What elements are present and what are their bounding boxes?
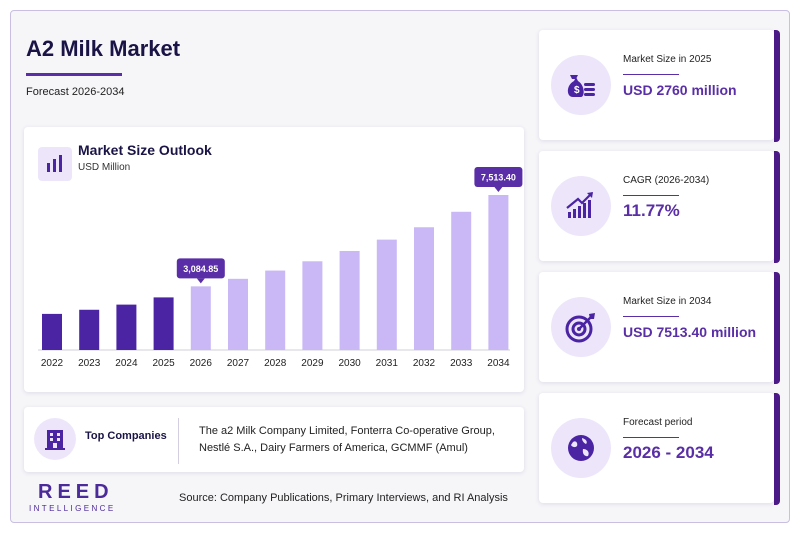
x-tick-label: 2025 (152, 358, 175, 369)
x-tick-label: 2023 (78, 358, 101, 369)
page-subtitle: Forecast 2026-2034 (26, 86, 125, 98)
svg-text:$: $ (574, 85, 580, 96)
globe-icon (551, 418, 611, 478)
bar-chart: 2022 2023 2024 2025 2026 2027 2028 2029 2030 2031… (38, 167, 523, 369)
x-tick-label: 2033 (450, 358, 473, 369)
kpi-value: USD 2760 million (623, 82, 737, 98)
top-companies-label: Top Companies (85, 430, 167, 442)
growth-chart-icon (551, 176, 611, 236)
bar-2028 (265, 270, 286, 350)
x-tick-label: 2031 (376, 358, 399, 369)
kpi-underline (623, 437, 679, 438)
kpi-underline (623, 316, 679, 317)
bar-2023 (79, 309, 100, 350)
x-tick-label: 2030 (338, 358, 361, 369)
bar-2027 (228, 278, 248, 350)
page-title: A2 Milk Market (26, 36, 181, 61)
kpi-label: Market Size in 2025 (623, 54, 712, 65)
top-companies-list: The a2 Milk Company Limited, Fonterra Co… (199, 425, 495, 454)
kpi-card-cagr: CAGR (2026-2034) 11.77% (539, 151, 780, 263)
bar-2032 (414, 227, 434, 350)
kpi-value: 11.77% (623, 201, 680, 220)
chart-panel: Market Size Outlook USD Million 2022 2023… (24, 127, 524, 392)
target-icon (551, 297, 611, 357)
bar-2033 (451, 211, 472, 350)
x-tick-label: 2022 (41, 358, 64, 369)
source-note: Source: Company Publications, Primary In… (179, 492, 508, 504)
bar-2022 (42, 313, 62, 350)
bar-2026 (190, 286, 211, 350)
bar-2034 (488, 195, 509, 350)
kpi-label: Market Size in 2034 (623, 296, 712, 307)
chart-title: Market Size Outlook (78, 142, 212, 158)
bar-2025 (153, 297, 174, 350)
kpi-card-market-2025: $ Market Size in 2025 USD 2760 million (539, 30, 780, 142)
bar-2029 (302, 261, 323, 350)
chart-unit: USD Million (78, 162, 131, 173)
x-tick-label: 2029 (301, 358, 324, 369)
kpi-card-forecast-period: Forecast period 2026 - 2034 (539, 393, 780, 505)
x-tick-label: 2032 (413, 358, 436, 369)
x-tick-label: 2026 (190, 358, 213, 369)
bar-2024 (116, 304, 137, 350)
kpi-label: CAGR (2026-2034) (623, 175, 710, 186)
data-label: 7,513.40 (481, 173, 516, 183)
x-tick-label: 2028 (264, 358, 287, 369)
x-tick-label: 2024 (115, 358, 138, 369)
kpi-card-market-2034: Market Size in 2034 USD 7513.40 million (539, 272, 780, 384)
brand-logo-sub: INTELLIGENCE (29, 504, 116, 513)
kpi-underline (623, 74, 679, 75)
kpi-value: USD 7513.40 million (623, 324, 757, 340)
bar-chart-icon (38, 147, 72, 181)
bar-2031 (376, 239, 397, 350)
value-callout-pointer (196, 278, 205, 284)
value-callout-pointer (494, 187, 503, 192)
building-icon (34, 418, 76, 460)
title-underline (26, 73, 122, 76)
kpi-underline (623, 195, 679, 196)
x-tick-label: 2027 (227, 358, 250, 369)
top-companies-panel: Top Companies The a2 Milk Company Limite… (24, 407, 524, 472)
value-callout-box (474, 167, 523, 187)
data-label: 3,084.85 (183, 264, 218, 274)
kpi-value: 2026 - 2034 (623, 443, 714, 462)
divider (178, 418, 179, 464)
brand-logo: REED (38, 481, 114, 503)
money-bag-icon: $ (551, 55, 611, 115)
value-callout-box (176, 258, 225, 279)
bar-2030 (339, 250, 360, 350)
x-tick-label: 2034 (487, 358, 510, 369)
kpi-label: Forecast period (623, 417, 693, 428)
